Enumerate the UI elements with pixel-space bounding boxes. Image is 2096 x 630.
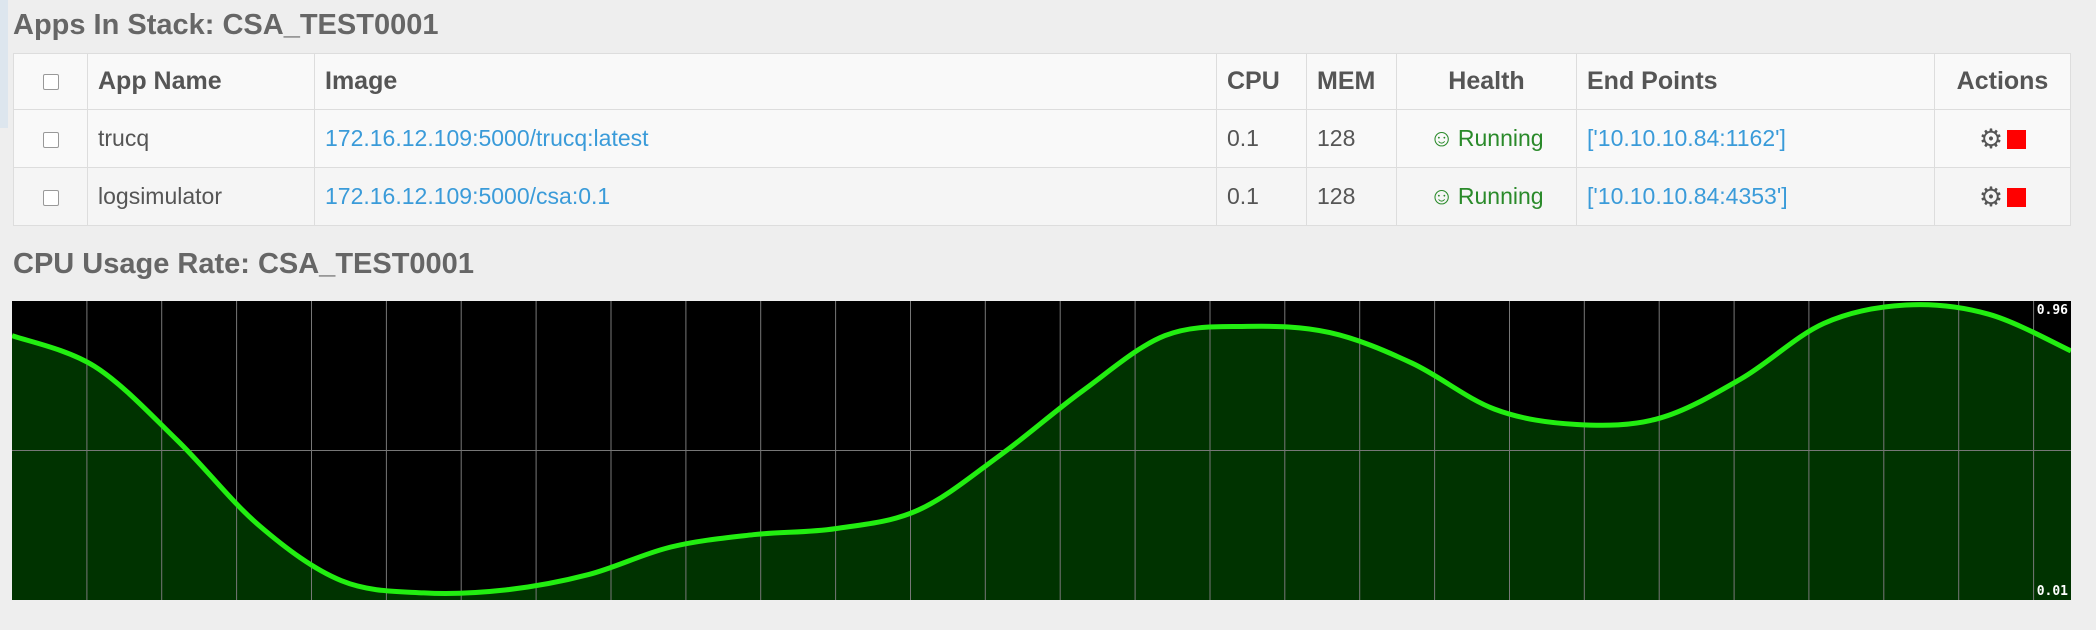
- health-cell: ☺ Running: [1396, 109, 1577, 168]
- table-row: logsimulator 172.16.12.109:5000/csa:0.1 …: [13, 167, 2071, 226]
- app-name-cell: logsimulator: [87, 167, 315, 226]
- table-header-row: App Name Image CPU MEM Health End Points…: [13, 53, 2071, 110]
- apps-table: App Name Image CPU MEM Health End Points…: [13, 53, 2071, 226]
- end-points-link[interactable]: ['10.10.10.84:4353']: [1576, 167, 1935, 226]
- smile-icon: ☺: [1429, 124, 1454, 152]
- app-name-cell: trucq: [87, 109, 315, 168]
- gear-icon[interactable]: ⚙: [1978, 123, 2004, 154]
- gear-icon[interactable]: ⚙: [1978, 181, 2004, 212]
- cpu-cell: 0.1: [1216, 167, 1307, 226]
- left-edge-accent: [0, 0, 8, 128]
- stop-icon[interactable]: [2007, 187, 2027, 207]
- stop-icon[interactable]: [2007, 129, 2027, 149]
- smile-icon: ☺: [1429, 182, 1454, 210]
- image-link[interactable]: 172.16.12.109:5000/trucq:latest: [314, 109, 1217, 168]
- health-status: Running: [1457, 124, 1544, 151]
- select-all-checkbox[interactable]: [42, 74, 59, 91]
- cpu-usage-chart: 0.96 0.01: [12, 301, 2071, 600]
- cpu-usage-line: [12, 302, 2071, 597]
- health-status: Running: [1457, 182, 1544, 209]
- mem-cell: 128: [1306, 109, 1397, 168]
- chart-min-label: 0.01: [2036, 584, 2068, 599]
- row-select-cell: [13, 167, 88, 226]
- column-header-health[interactable]: Health: [1396, 53, 1577, 110]
- health-cell: ☺ Running: [1396, 167, 1577, 226]
- column-header-image[interactable]: Image: [314, 53, 1217, 110]
- column-header-app-name[interactable]: App Name: [87, 53, 315, 110]
- cpu-section-title: CPU Usage Rate: CSA_TEST0001: [13, 248, 474, 280]
- select-all-header: [13, 53, 88, 110]
- row-checkbox[interactable]: [42, 131, 59, 148]
- actions-cell: ⚙: [1934, 167, 2071, 226]
- apps-section-title: Apps In Stack: CSA_TEST0001: [13, 9, 439, 41]
- cpu-usage-chart-svg: [12, 301, 2071, 600]
- cpu-cell: 0.1: [1216, 109, 1307, 168]
- end-points-link[interactable]: ['10.10.10.84:1162']: [1576, 109, 1935, 168]
- column-header-mem[interactable]: MEM: [1306, 53, 1397, 110]
- actions-cell: ⚙: [1934, 109, 2071, 168]
- image-link[interactable]: 172.16.12.109:5000/csa:0.1: [314, 167, 1217, 226]
- table-row: trucq 172.16.12.109:5000/trucq:latest 0.…: [13, 109, 2071, 168]
- column-header-end-points[interactable]: End Points: [1576, 53, 1935, 110]
- row-checkbox[interactable]: [42, 189, 59, 206]
- row-select-cell: [13, 109, 88, 168]
- column-header-cpu[interactable]: CPU: [1216, 53, 1307, 110]
- column-header-actions: Actions: [1934, 53, 2071, 110]
- chart-max-label: 0.96: [2036, 303, 2068, 318]
- mem-cell: 128: [1306, 167, 1397, 226]
- cpu-usage-area: [12, 304, 2071, 600]
